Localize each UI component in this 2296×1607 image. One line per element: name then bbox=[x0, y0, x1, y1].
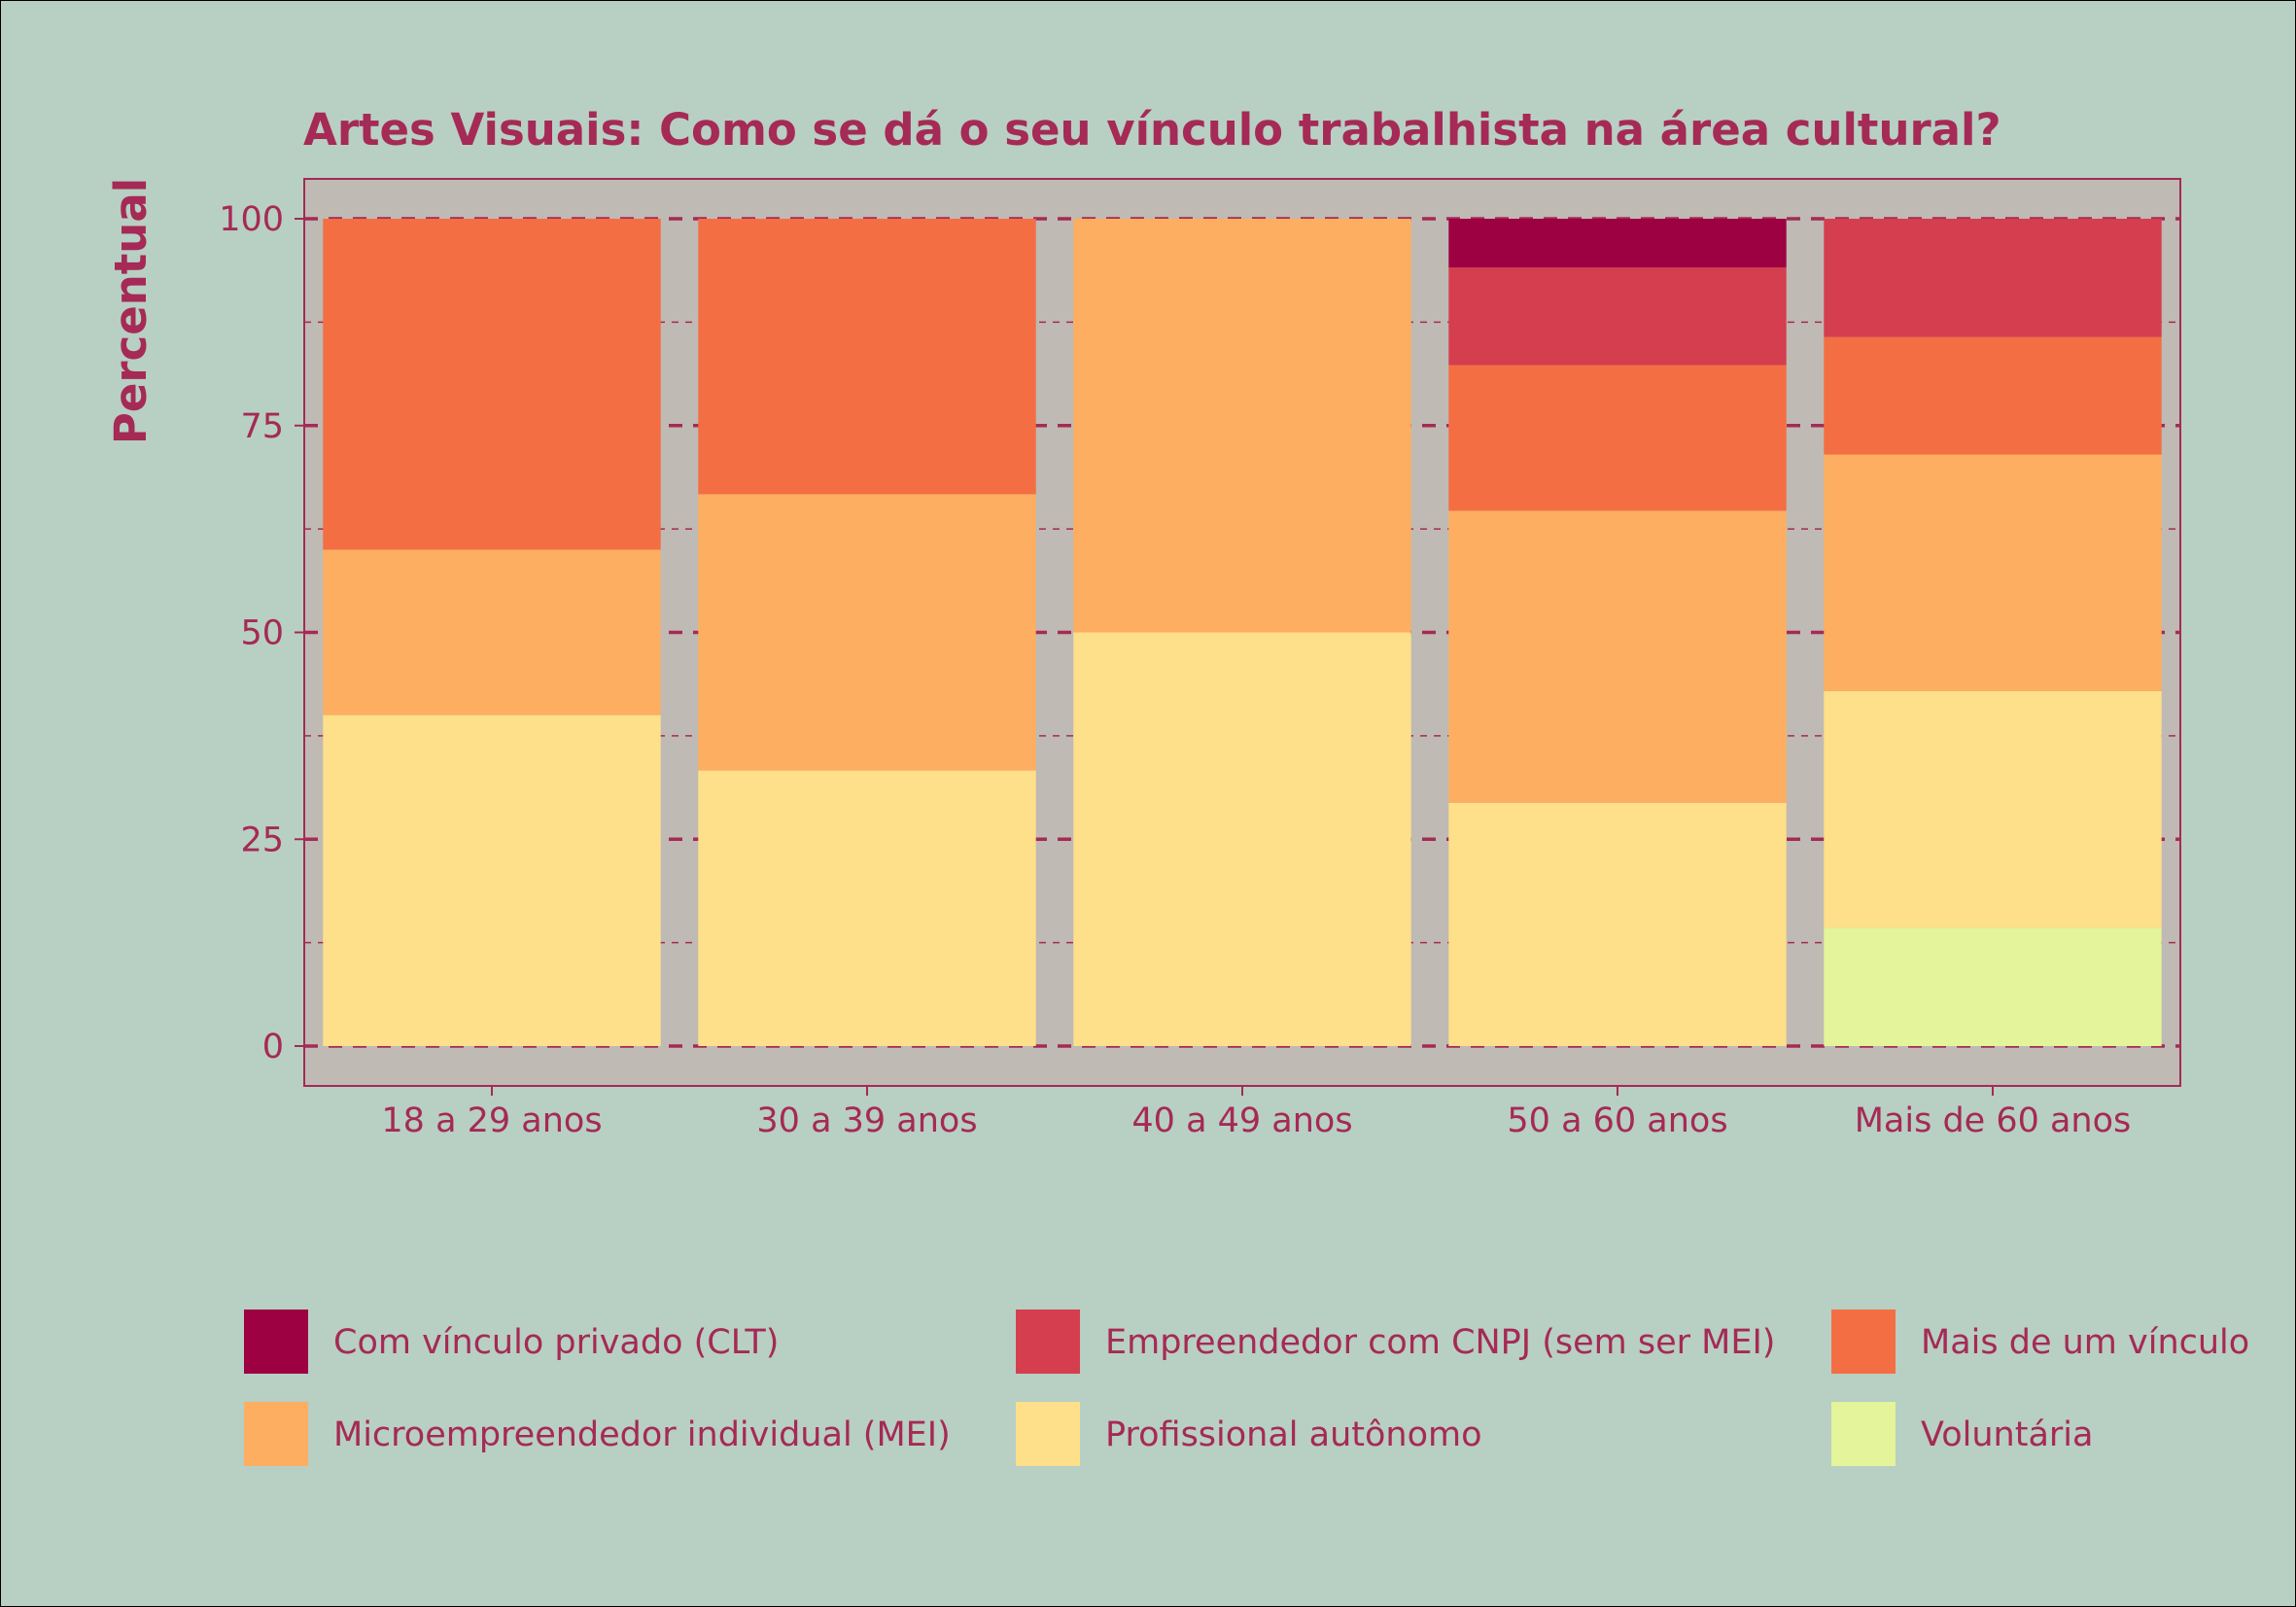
x-tick-label: 40 a 49 anos bbox=[1131, 1101, 1352, 1140]
bar-segment bbox=[1824, 690, 2162, 928]
legend-label: Com vínculo privado (CLT) bbox=[333, 1323, 779, 1362]
bar-segment bbox=[1824, 454, 2162, 691]
legend-swatch bbox=[1831, 1310, 1896, 1374]
bar-segment bbox=[1448, 219, 1787, 268]
legend-label: Mais de um vínculo bbox=[1921, 1323, 2249, 1362]
bar-segment bbox=[1824, 336, 2162, 455]
y-tick-label: 75 bbox=[240, 407, 284, 446]
x-tick-label: 30 a 39 anos bbox=[756, 1101, 977, 1140]
x-axis-ticks: 18 a 29 anos 30 a 39 anos 40 a 49 anos 50 a… bbox=[381, 1086, 2131, 1140]
bar-segment bbox=[323, 715, 661, 1046]
bar-segment bbox=[1448, 365, 1787, 511]
y-tick-label: 0 bbox=[262, 1028, 284, 1066]
y-axis-ticks: 0 25 50 75 100 bbox=[219, 200, 304, 1066]
bar-segment bbox=[1448, 510, 1787, 803]
bar-segment bbox=[1824, 219, 2162, 337]
legend-label: Empreendedor com CNPJ (sem ser MEI) bbox=[1105, 1323, 1775, 1362]
bar-segment bbox=[1824, 927, 2162, 1046]
legend-swatch bbox=[1016, 1402, 1080, 1466]
bar-segment bbox=[698, 219, 1036, 495]
legend-label: Microempreendedor individual (MEI) bbox=[333, 1415, 951, 1454]
x-tick-label: 18 a 29 anos bbox=[381, 1101, 602, 1140]
bar-segment bbox=[698, 494, 1036, 771]
bar-segment bbox=[1448, 802, 1787, 1046]
bars bbox=[323, 219, 2162, 1046]
bar-segment bbox=[323, 549, 661, 716]
legend-swatch bbox=[244, 1402, 308, 1466]
bar-segment bbox=[1448, 267, 1787, 366]
bar-segment bbox=[1073, 219, 1411, 633]
chart-title: Artes Visuais: Como se dá o seu vínculo … bbox=[303, 104, 2001, 156]
legend-swatch bbox=[1831, 1402, 1896, 1466]
x-tick-label: Mais de 60 anos bbox=[1855, 1101, 2132, 1140]
y-tick-label: 50 bbox=[240, 614, 284, 653]
legend-label: Profissional autônomo bbox=[1105, 1415, 1482, 1454]
x-tick-label: 50 a 60 anos bbox=[1507, 1101, 1727, 1140]
legend-swatch bbox=[244, 1310, 308, 1374]
bar-segment bbox=[1073, 632, 1411, 1046]
y-axis-title: Percentual bbox=[105, 178, 157, 444]
y-tick-label: 25 bbox=[240, 821, 284, 859]
y-tick-label: 100 bbox=[219, 200, 284, 239]
bar-segment bbox=[698, 770, 1036, 1046]
legend-label: Voluntária bbox=[1921, 1415, 2093, 1454]
legend-swatch bbox=[1016, 1310, 1080, 1374]
legend: Com vínculo privado (CLT) Empreendedor co… bbox=[244, 1310, 2249, 1466]
bar-segment bbox=[323, 219, 661, 550]
